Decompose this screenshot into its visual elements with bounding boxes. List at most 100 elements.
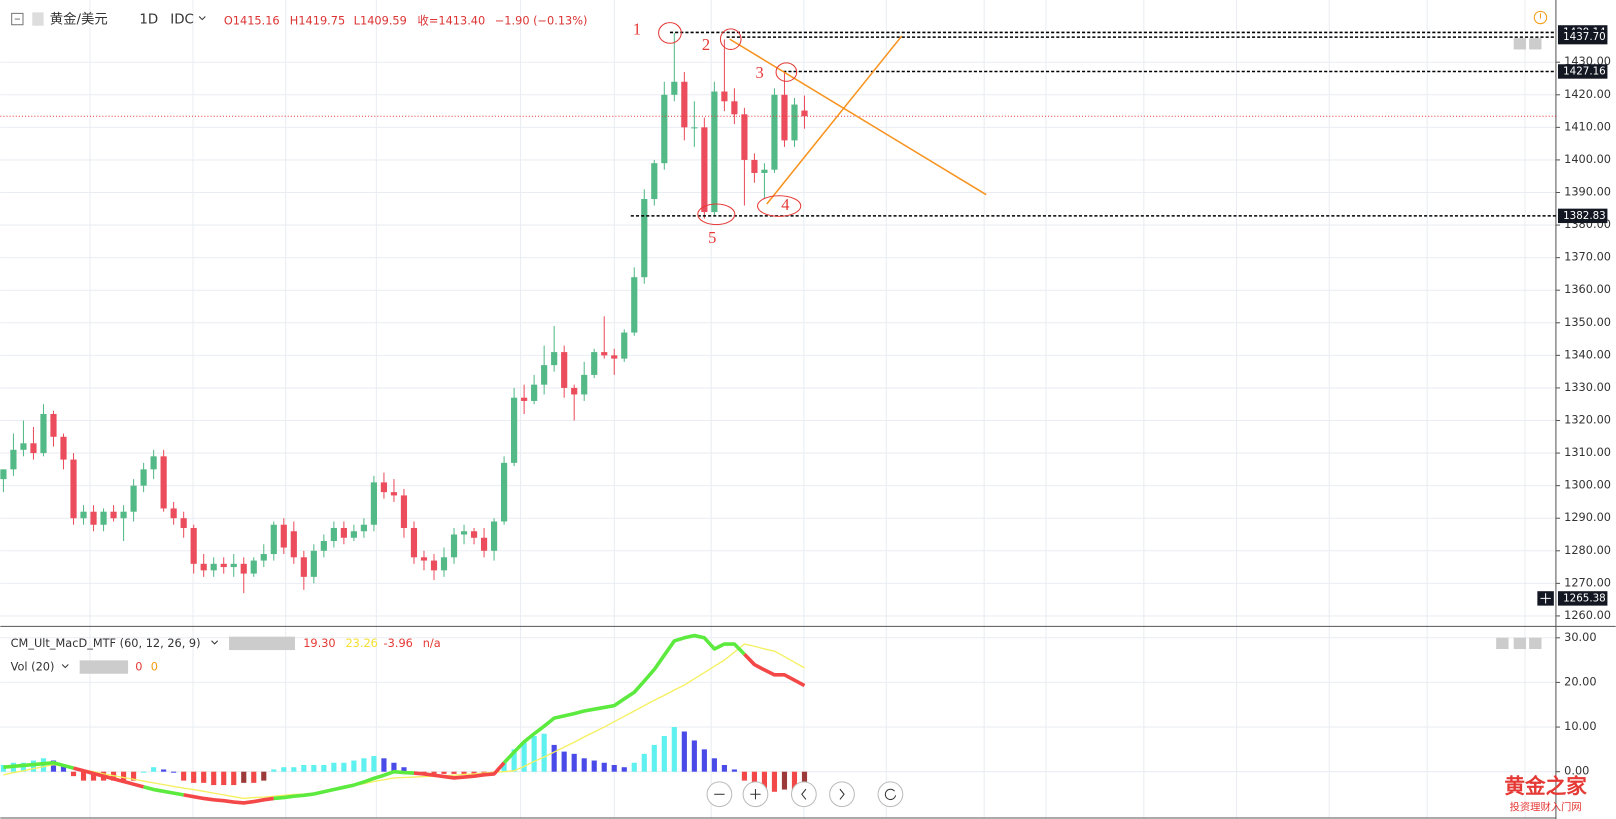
- candle-body: [390, 492, 398, 496]
- candle-body: [551, 352, 558, 366]
- histogram-bar: [451, 771, 457, 774]
- candle-body: [691, 127, 698, 129]
- indicator-buttons[interactable]: [79, 660, 129, 674]
- candle-body: [420, 557, 428, 561]
- histogram-bar: [431, 771, 437, 774]
- candle-body: [681, 81, 688, 128]
- candle-body: [771, 94, 778, 170]
- indicator-title[interactable]: CM_Ult_MacD_MTF (60, 12, 26, 9): [11, 636, 201, 650]
- trend-line: [766, 35, 903, 205]
- pane-button[interactable]: [1529, 637, 1542, 650]
- histogram-bar: [761, 771, 768, 790]
- candle-body: [601, 352, 608, 356]
- histogram-bar: [621, 767, 627, 772]
- price-label: 1382.83: [1563, 210, 1606, 222]
- histogram-bar: [301, 764, 307, 772]
- pane-button[interactable]: [1496, 637, 1509, 650]
- candle-body: [531, 384, 538, 401]
- histogram-bar: [281, 767, 287, 772]
- candle-body: [761, 169, 768, 173]
- candle-body: [360, 524, 367, 532]
- candle-body: [501, 462, 508, 522]
- marker-ellipse: [775, 62, 798, 82]
- histogram-bar: [711, 758, 717, 772]
- candle-body: [30, 443, 37, 454]
- price-label-box: [1557, 208, 1608, 224]
- high-value: H1419.75: [290, 14, 345, 28]
- histogram-bar: [701, 749, 707, 772]
- candle-body: [380, 482, 388, 493]
- macd-line: [273, 769, 415, 801]
- histogram-bar: [641, 753, 647, 772]
- candle-body: [310, 550, 317, 577]
- scroll-right-button[interactable]: [829, 781, 855, 808]
- candle-body: [781, 94, 788, 141]
- dropdown-icon[interactable]: [198, 16, 206, 21]
- symbol[interactable]: 黄金/美元: [50, 12, 108, 28]
- histogram-bar: [581, 758, 587, 772]
- histogram-bar: [341, 762, 347, 772]
- icon: [801, 788, 807, 800]
- candle-body: [541, 365, 548, 385]
- collapse-icon[interactable]: [11, 12, 24, 26]
- candle-body: [50, 413, 57, 437]
- interval[interactable]: 1D: [139, 13, 158, 28]
- histogram-bar: [171, 771, 177, 773]
- histogram-bar: [191, 771, 197, 783]
- price-label: 1427.16: [1563, 65, 1606, 77]
- histogram-bar: [741, 771, 747, 781]
- crosshair-icon: [1540, 593, 1551, 604]
- candle-body: [561, 352, 568, 388]
- candle-body: [460, 531, 468, 535]
- indicator-area: [0, 633, 808, 805]
- candle-body: [450, 534, 458, 558]
- macd-line: [73, 766, 145, 789]
- y-tick-label: 1260.00: [1564, 608, 1611, 622]
- candle-body: [611, 355, 618, 359]
- candle-body: [671, 81, 678, 95]
- volume-title[interactable]: Vol (20): [11, 660, 55, 674]
- candle-body: [801, 110, 808, 117]
- histogram-bar: [251, 771, 257, 783]
- histogram-bar: [50, 760, 57, 772]
- signal-line: [3, 643, 805, 800]
- candle-body: [220, 563, 227, 568]
- histogram-bar: [291, 767, 297, 772]
- macd-line: [183, 793, 275, 805]
- dropdown-icon[interactable]: [61, 664, 69, 669]
- reset-button[interactable]: [877, 781, 904, 808]
- annotation: 2: [702, 35, 710, 54]
- histogram-bar: [60, 764, 67, 772]
- histogram-bar: [661, 735, 667, 772]
- candle-body: [490, 521, 498, 551]
- candle-body: [661, 94, 668, 164]
- histogram-bar: [561, 751, 567, 772]
- pane-button[interactable]: [1529, 38, 1542, 50]
- pane-button[interactable]: [1513, 637, 1527, 650]
- candle-body: [60, 436, 67, 460]
- candle-body: [290, 531, 297, 558]
- histogram-bar: [541, 733, 547, 772]
- histogram-bar: [211, 771, 217, 786]
- dropdown-icon[interactable]: [211, 640, 219, 645]
- indicator-buttons[interactable]: [229, 636, 295, 651]
- histogram-bar: [731, 769, 737, 772]
- symbol-icon: [32, 12, 44, 26]
- y-tick-label: 1370.00: [1564, 250, 1611, 264]
- histogram-bar: [611, 764, 617, 772]
- candle-body: [150, 456, 157, 470]
- histogram-bar: [371, 756, 377, 772]
- alert-icon[interactable]: [1533, 10, 1548, 25]
- histogram-bar: [121, 771, 127, 781]
- candle-body: [791, 104, 798, 141]
- candle-body: [250, 560, 257, 574]
- candle-body: [711, 91, 718, 213]
- price-label-box: [1557, 591, 1608, 606]
- candle-body: [581, 374, 588, 395]
- scroll-left-button[interactable]: [791, 781, 817, 808]
- source[interactable]: IDC: [170, 13, 194, 28]
- candle-body: [260, 554, 267, 561]
- pane-button[interactable]: [1513, 38, 1527, 50]
- y-tick-label: 0.00: [1564, 764, 1589, 778]
- candle-body: [731, 101, 738, 115]
